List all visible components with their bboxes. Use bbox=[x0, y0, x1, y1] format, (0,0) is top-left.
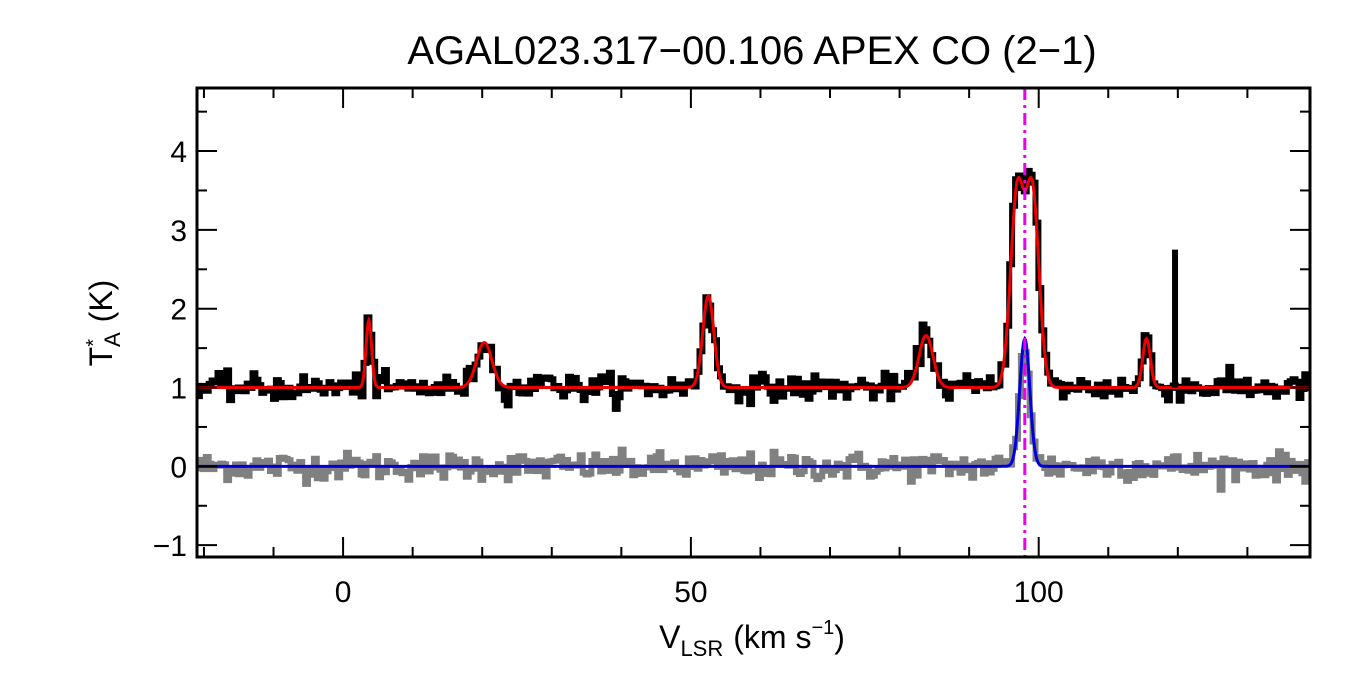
y-tick-label: 2 bbox=[170, 294, 187, 327]
x-axis-label-sub: LSR bbox=[680, 636, 723, 661]
y-tick-label: 1 bbox=[170, 373, 187, 406]
series-fit-to-observed bbox=[197, 175, 1310, 389]
y-tick-label: 4 bbox=[170, 136, 187, 169]
series-residual-spectrum bbox=[197, 349, 1310, 493]
x-axis-label-units: (km s bbox=[733, 619, 811, 655]
x-axis-label-exponent: −1 bbox=[811, 617, 834, 639]
y-axis-label-sub: A bbox=[100, 332, 125, 347]
x-axis-label-main: V bbox=[659, 619, 681, 655]
plot-area bbox=[197, 167, 1310, 493]
x-tick-label: 0 bbox=[335, 576, 352, 609]
y-tick-label: 0 bbox=[170, 451, 187, 484]
series-component-fit bbox=[197, 335, 1310, 468]
y-axis-label: T*A (K) bbox=[83, 280, 125, 367]
plot-frame bbox=[195, 86, 1312, 559]
chart-title: AGAL023.317−00.106 APEX CO (2−1) bbox=[407, 29, 1096, 73]
y-tick-label: 3 bbox=[170, 215, 187, 248]
y-tick-label: −1 bbox=[153, 530, 187, 563]
y-axis-label-main: T bbox=[83, 347, 119, 367]
axes-layer: 0 50 100 −1 0 1 2 3 4 bbox=[153, 86, 1312, 609]
series-layer bbox=[197, 88, 1310, 557]
x-tick-label: 50 bbox=[674, 576, 707, 609]
x-axis-label-close: ) bbox=[834, 619, 845, 655]
y-axis-label-sup: * bbox=[83, 339, 105, 347]
x-tick-label: 100 bbox=[1014, 576, 1064, 609]
x-axis-label: VLSR (km s−1) bbox=[659, 617, 845, 661]
y-axis-label-units: (K) bbox=[83, 280, 119, 323]
